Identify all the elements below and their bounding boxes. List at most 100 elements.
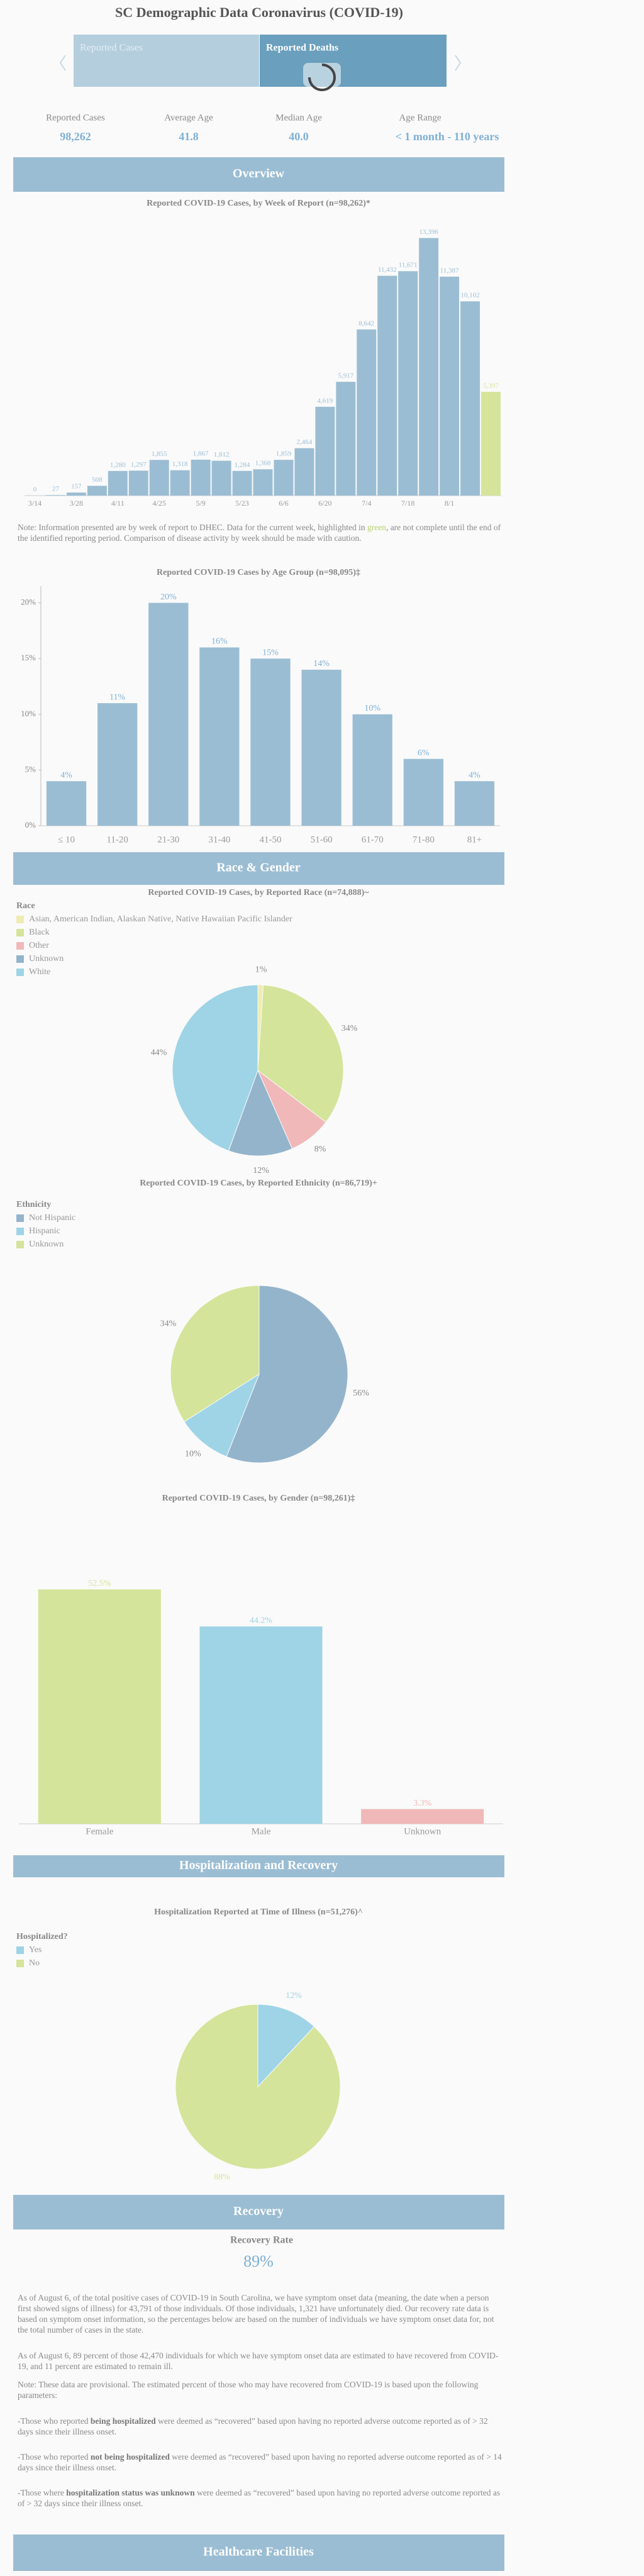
text-segment: -Those where (18, 2488, 67, 2497)
bar (274, 460, 294, 496)
recovery-paragraph: -Those who reported being hospitalized w… (18, 2416, 503, 2437)
recovery-paragraph: As of August 6, 89 percent of those 42,4… (18, 2350, 503, 2372)
stat-value: 41.8 (179, 130, 199, 143)
chart-title: Reported COVID-19 Cases, by Week of Repo… (147, 199, 370, 208)
stat-label: Average Age (164, 113, 213, 123)
bar (253, 469, 273, 496)
value-label: 4,619 (317, 397, 333, 404)
text-segment: green (367, 523, 386, 532)
text-segment: As of August 6, of the total positive ca… (18, 2293, 494, 2334)
tab-reported-cases[interactable] (74, 35, 259, 87)
value-label: 5,917 (338, 372, 353, 380)
bar (352, 714, 392, 826)
text-segment: -Those who reported (18, 2416, 91, 2426)
section-title: Healthcare Facilities (203, 2545, 314, 2559)
legend-title: Race (16, 901, 35, 911)
bar (403, 758, 443, 826)
value-label: 4% (469, 770, 480, 780)
section-band (13, 852, 504, 885)
value-label: 11% (109, 692, 125, 702)
legend-swatch (16, 955, 24, 963)
value-label: 11,432 (378, 266, 397, 274)
bar (357, 329, 377, 496)
bar (481, 392, 501, 496)
x-tick-label: 4/11 (111, 499, 125, 508)
slice-label: 12% (253, 1166, 269, 1175)
tab-label: Reported Cases (80, 43, 143, 53)
x-tick-label: 5/9 (196, 499, 205, 508)
text-segment: not being hospitalized (90, 2452, 170, 2462)
pie-slice (172, 984, 258, 1152)
bar (377, 275, 397, 496)
section-band (13, 2534, 504, 2571)
chart-title: Reported COVID-19 Cases, by Gender (n=98… (162, 1494, 355, 1503)
value-label: 3.3% (413, 1799, 432, 1808)
section-title: Overview (233, 167, 285, 180)
y-tick-label: 10% (21, 709, 36, 718)
legend-title: Ethnicity (16, 1200, 51, 1209)
next-arrow[interactable] (455, 55, 462, 71)
legend-label: Not Hispanic (29, 1213, 75, 1223)
bar (315, 406, 335, 496)
value-label: 1,859 (276, 450, 292, 458)
value-label: 10% (364, 704, 380, 713)
bar (199, 1626, 323, 1824)
bar (149, 460, 169, 496)
value-label: 15% (262, 648, 279, 657)
y-tick-label: 5% (25, 764, 36, 774)
legend-swatch (16, 1960, 24, 1967)
value-label: 13,396 (419, 228, 439, 236)
slice-label: 10% (185, 1449, 201, 1458)
bar (108, 470, 128, 496)
y-tick-label: 15% (21, 653, 36, 662)
y-tick-label: 0% (25, 820, 36, 830)
bar (336, 382, 356, 496)
legend-swatch (16, 942, 24, 950)
slice-label: 12% (286, 1991, 302, 2001)
section-band (13, 157, 504, 192)
value-label: 8,642 (358, 319, 374, 327)
pie-slice (257, 984, 344, 1123)
pie-slice (228, 1069, 293, 1157)
chart-title: Reported COVID-19 Cases by Age Group (n=… (157, 568, 360, 577)
pie-slice (170, 1285, 260, 1423)
x-tick-label: 3/14 (28, 499, 42, 508)
bar (87, 486, 107, 496)
value-label: 6% (418, 748, 430, 758)
pie-slice (184, 1373, 260, 1457)
bar (199, 647, 240, 826)
bar (148, 602, 189, 826)
bar (361, 1809, 484, 1824)
value-label: 1,284 (235, 461, 250, 469)
pie-slice (257, 2004, 315, 2088)
value-label: 508 (92, 476, 103, 484)
bar (45, 495, 65, 496)
chart-title: Hospitalization Reported at Time of Illn… (154, 1907, 363, 1917)
bar (294, 448, 314, 496)
legend-title: Hospitalized? (16, 1932, 68, 1941)
text-segment: -Those who reported (18, 2452, 91, 2462)
value-label: 1,855 (152, 450, 167, 458)
text-segment: As of August 6, 89 percent of those 42,4… (18, 2351, 499, 2371)
chart-title: Reported COVID-19 Cases, by Reported Eth… (140, 1179, 377, 1188)
x-tick-label: Male (252, 1826, 271, 1836)
x-tick-label: 41-50 (260, 835, 282, 845)
tab-label: Reported Deaths (266, 43, 338, 53)
prev-arrow[interactable] (59, 55, 66, 71)
bar (419, 238, 439, 496)
page-title: SC Demographic Data Coronavirus (COVID-1… (115, 4, 403, 20)
tab-reported-deaths[interactable] (260, 35, 447, 87)
value-label: 14% (313, 659, 330, 669)
stat-label: Age Range (399, 113, 441, 123)
legend-label: Unknown (29, 1240, 64, 1249)
stat-value: < 1 month - 110 years (396, 130, 499, 143)
section-title: Hospitalization and Recovery (179, 1858, 338, 1872)
bar (211, 460, 231, 496)
legend-swatch (16, 929, 24, 936)
text-segment: were deemed as “recovered” based upon ha… (18, 2488, 501, 2508)
x-tick-label: 8/1 (445, 499, 454, 508)
bar (191, 459, 211, 496)
value-label: 11,387 (440, 267, 459, 274)
legend-label: Hispanic (29, 1226, 60, 1236)
